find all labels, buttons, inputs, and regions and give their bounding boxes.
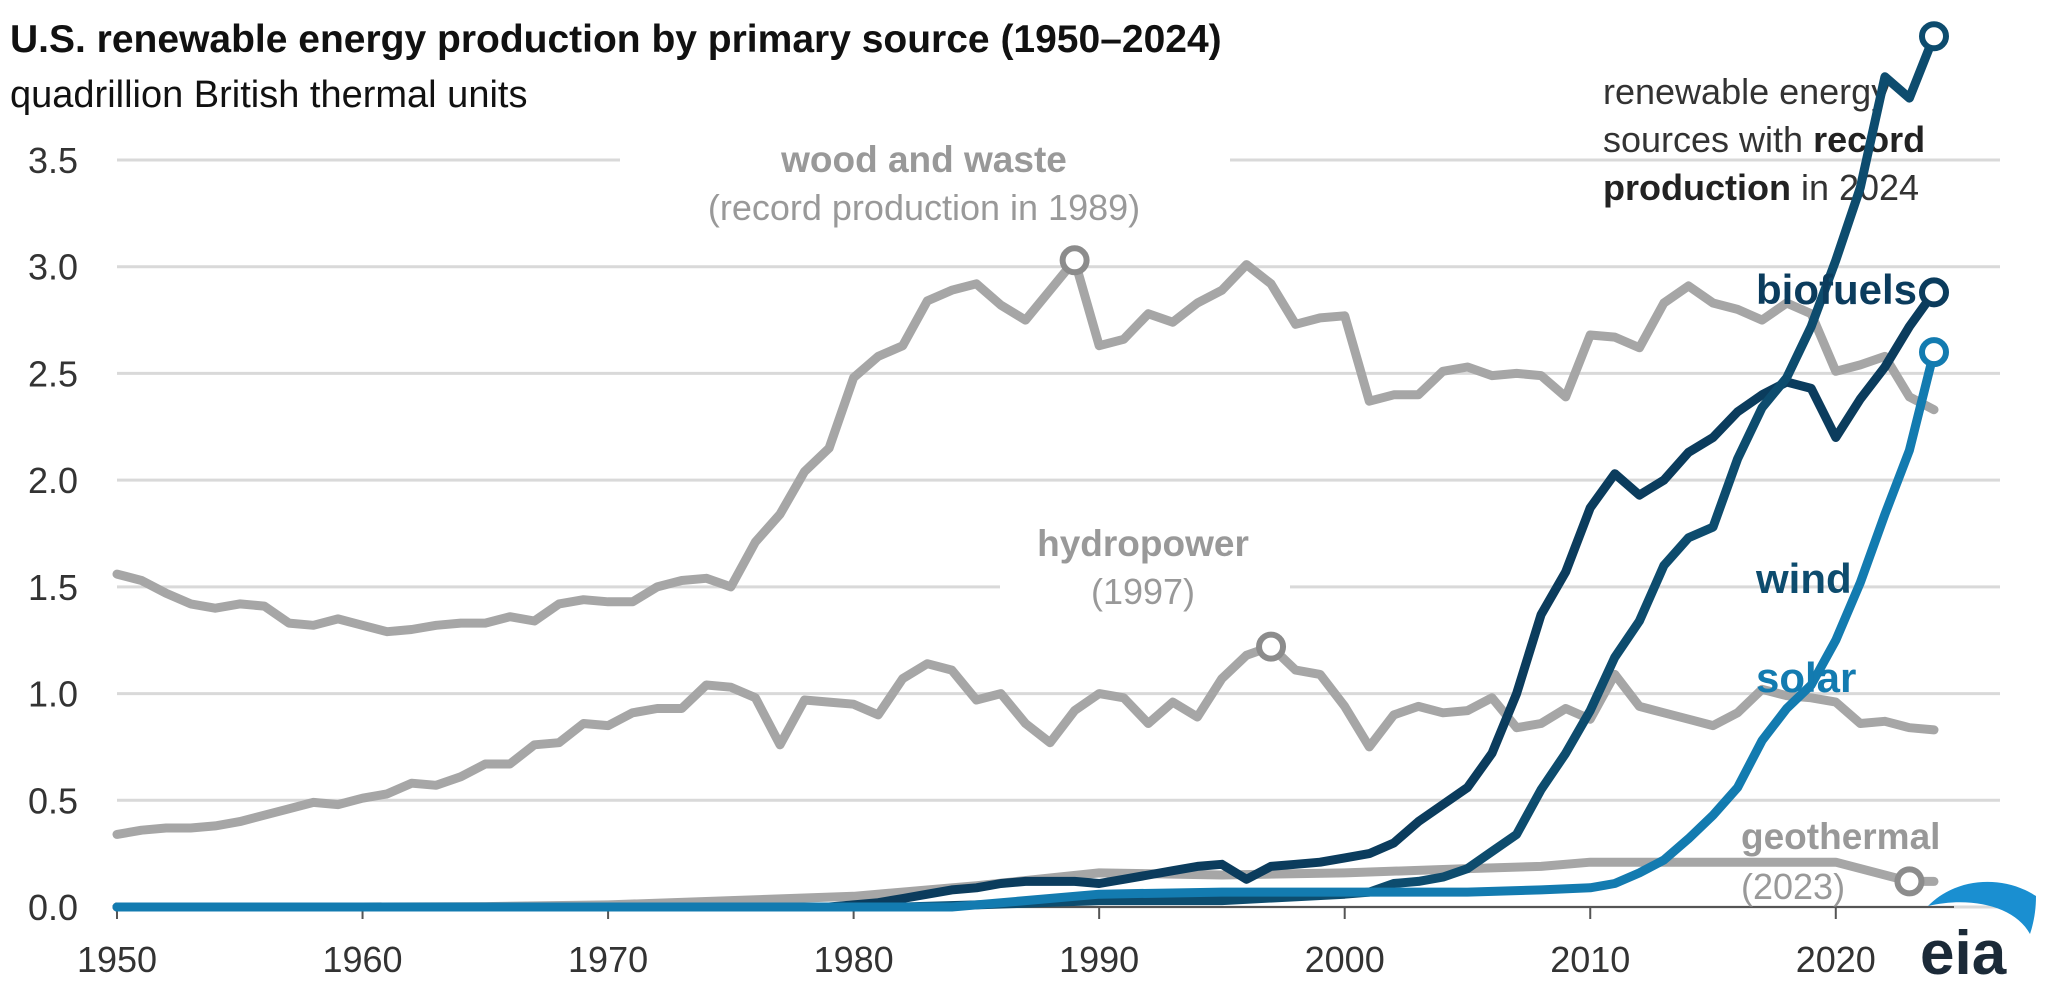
x-tick-label: 1990	[1059, 939, 1139, 980]
geothermal-record-marker	[1894, 866, 1925, 897]
y-tick-label: 1.5	[28, 567, 78, 608]
series-lines	[112, 31, 1939, 912]
hydro-label: hydropower	[1037, 523, 1249, 564]
wood-record-marker	[1059, 245, 1090, 276]
x-tick-label: 1950	[77, 939, 157, 980]
y-tick-label: 0.0	[28, 887, 78, 928]
y-tick-label: 3.0	[28, 247, 78, 288]
x-tick-label: 1960	[322, 939, 402, 980]
x-tick-label: 1980	[814, 939, 894, 980]
eia-logo-text: eia	[1920, 919, 2007, 985]
wood-note: (record production in 1989)	[708, 187, 1140, 228]
legend-note-line3: production in 2024	[1603, 167, 1919, 208]
series-line-solar	[112, 347, 1939, 912]
hydro-record-marker	[1256, 631, 1287, 662]
x-tick-label: 2020	[1796, 939, 1876, 980]
y-tick-label: 2.5	[28, 353, 78, 394]
geothermal-note: (2023)	[1741, 866, 1845, 907]
series-line-wood-and-waste	[112, 255, 1939, 637]
solar-record-marker	[1919, 337, 1949, 368]
solar-end-label: solar	[1756, 654, 1856, 701]
biofuels-record-marker	[1919, 277, 1949, 308]
y-tick-label: 1.0	[28, 674, 78, 715]
wind-record-marker	[1919, 21, 1949, 52]
wind-end-label: wind	[1755, 555, 1852, 602]
wood-label-backdrop	[620, 130, 1230, 230]
x-tick-label: 2000	[1305, 939, 1385, 980]
series-line-biofuels	[112, 287, 1939, 912]
y-tick-label: 3.5	[28, 140, 78, 181]
hydro-label-backdrop	[1000, 520, 1290, 620]
y-axis-ticks: 0.0 0.5 1.0 1.5 2.0 2.5 3.0 3.5	[28, 140, 78, 928]
x-axis-ticks: 1950 1960 1970 1980 1990 2000 2010 2020	[77, 906, 1954, 980]
hydro-note: (1997)	[1091, 571, 1195, 612]
chart-subtitle: quadrillion British thermal units	[10, 74, 527, 116]
chart-title: U.S. renewable energy production by prim…	[10, 18, 1222, 61]
wood-label: wood and waste	[780, 139, 1067, 180]
biofuels-end-label: biofuels	[1756, 266, 1917, 313]
eia-logo-swoosh	[1928, 881, 2036, 934]
series-line-hydropower	[112, 642, 1939, 839]
eia-logo: eia	[1920, 881, 2036, 985]
x-tick-label: 1970	[568, 939, 648, 980]
y-tick-label: 0.5	[28, 780, 78, 821]
geothermal-label: geothermal	[1741, 816, 1940, 857]
x-tick-label: 2010	[1550, 939, 1630, 980]
record-markers	[1059, 21, 1949, 897]
y-tick-label: 2.0	[28, 460, 78, 501]
legend-note-line1: renewable energy	[1603, 71, 1889, 112]
